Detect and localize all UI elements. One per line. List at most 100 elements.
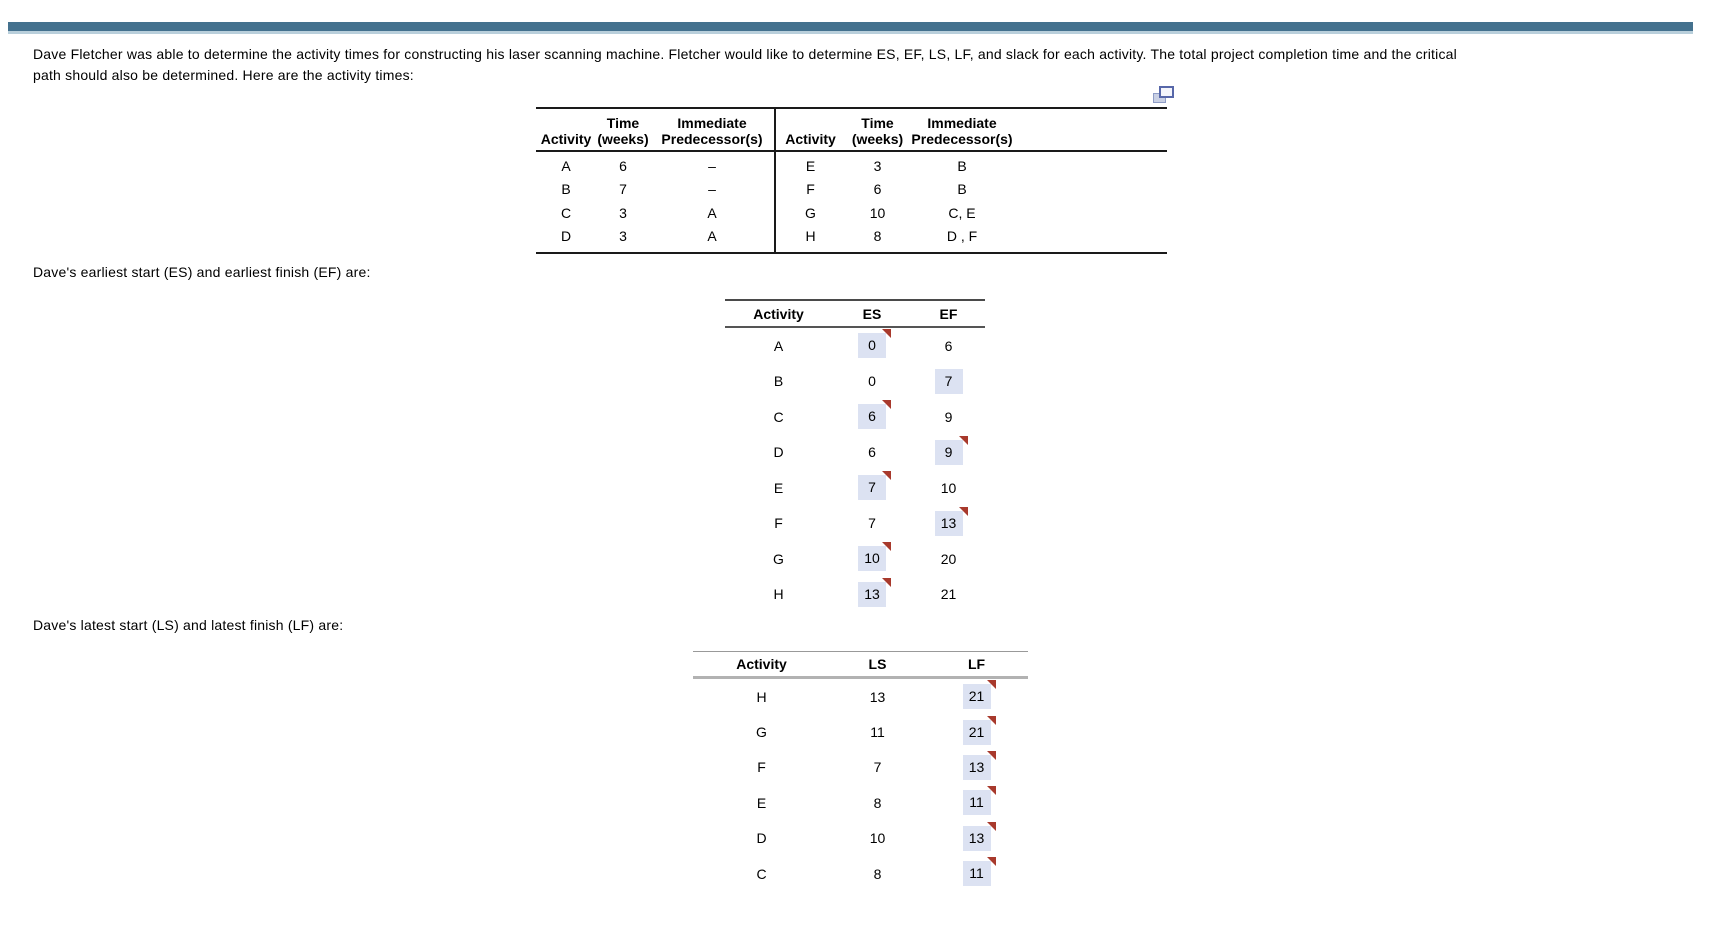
activity-cell: E: [756, 794, 767, 811]
activity-cell: B: [773, 373, 784, 390]
answer-box[interactable]: 6: [858, 400, 891, 430]
activity-cell: D: [756, 830, 767, 847]
answer-box[interactable]: 7: [934, 368, 963, 394]
answer-box[interactable]: 13: [858, 577, 891, 607]
flag-icon: [986, 715, 996, 725]
activity-cell: A: [561, 157, 571, 174]
header-pred-right: Immediate Predecessor(s): [910, 108, 1014, 151]
es-cell: 7: [868, 515, 876, 532]
ef-cell: 10: [940, 479, 957, 496]
es-cell: 7: [832, 470, 912, 506]
answer-box[interactable]: 21: [962, 680, 996, 710]
answer-value: 0: [868, 337, 876, 354]
answer-value: 21: [968, 688, 985, 705]
answer-box[interactable]: 9: [934, 435, 968, 465]
ls-lf-row: C 8 11: [693, 856, 1028, 891]
header-pred-line1: Immediate: [927, 115, 997, 131]
activity-cell: H: [774, 224, 845, 253]
top-accent-bar: [8, 22, 1693, 34]
es-ef-row: A 0 6: [725, 327, 985, 364]
activity-cell: G: [773, 550, 784, 567]
ef-cell: 21: [940, 586, 957, 603]
es-ef-row: E 7 10: [725, 470, 985, 506]
answer-box[interactable]: 13: [962, 821, 996, 851]
header-pred-line2: Predecessor(s): [661, 131, 763, 147]
answer-box[interactable]: 0: [858, 329, 891, 359]
header-pred-line1: Immediate: [677, 115, 747, 131]
lf-cell: 13: [925, 750, 1028, 785]
ls-cell: 7: [873, 759, 882, 776]
activity-cell: F: [757, 759, 766, 776]
answer-box[interactable]: 11: [962, 786, 996, 816]
activity-cell: C: [756, 865, 767, 882]
filler-cell: [1014, 201, 1167, 225]
header-time-line1: Time: [606, 115, 640, 131]
activity-cell: G: [774, 201, 845, 225]
ls-lf-row: E 8 11: [693, 785, 1028, 820]
header-ls: LS: [868, 656, 887, 672]
header-pred-line2: Predecessor(s): [911, 131, 1013, 147]
lf-cell: 11: [925, 856, 1028, 891]
answer-value: 7: [868, 479, 876, 496]
header-time-right: Time (weeks): [845, 108, 910, 151]
es-cell: 0: [868, 373, 876, 390]
activity-cell: H: [773, 586, 784, 603]
activity-cell: B: [561, 181, 571, 198]
answer-value: 10: [864, 550, 880, 567]
activity-table-header-row: Activity Time (weeks) Immediate Predeces…: [536, 108, 1167, 151]
problem-line-2: path should also be determined. Here are…: [33, 67, 414, 83]
filler-cell: [1014, 178, 1167, 202]
flag-icon: [882, 471, 891, 481]
pred-cell: A: [707, 204, 717, 221]
pred-cell: D , F: [946, 228, 978, 245]
pred-cell: B: [957, 157, 967, 174]
activity-cell: F: [774, 515, 783, 532]
flag-icon: [958, 506, 968, 516]
answer-box[interactable]: 7: [858, 471, 891, 501]
popout-icon[interactable]: [1153, 86, 1174, 103]
es-cell: 10: [832, 541, 912, 577]
time-cell: 7: [619, 181, 627, 198]
pred-cell: –: [708, 157, 716, 174]
ls-lf-header-row: Activity LS LF: [693, 652, 1028, 678]
answer-box[interactable]: 13: [962, 750, 996, 780]
header-ef: EF: [939, 305, 958, 322]
answer-box[interactable]: 10: [858, 542, 891, 572]
ls-cell: 10: [869, 830, 886, 847]
es-ef-table: Activity ES EF A 0 6 B 0 7: [725, 299, 985, 612]
activity-cell: D: [560, 228, 572, 245]
answer-box[interactable]: 11: [962, 857, 996, 887]
flag-icon: [958, 435, 968, 445]
answer-value: 13: [968, 829, 985, 846]
filler-cell: [1014, 225, 1167, 254]
answer-box[interactable]: 13: [934, 506, 968, 536]
header-activity: Activity: [753, 305, 804, 322]
header-time-line1: Time: [861, 115, 894, 131]
answer-box[interactable]: 21: [962, 715, 996, 745]
time-cell: 3: [873, 157, 882, 174]
pred-cell: –: [708, 181, 716, 198]
flag-icon: [882, 400, 891, 410]
header-time-line2: (weeks): [851, 131, 904, 147]
es-ef-row: B 0 7: [725, 364, 985, 400]
es-ef-row: F 7 13: [725, 506, 985, 542]
es-ef-row: D 6 9: [725, 435, 985, 471]
es-ef-row: H 13 21: [725, 577, 985, 613]
filler-cell: [1014, 151, 1167, 178]
es-ef-intro: Dave's earliest start (ES) and earliest …: [33, 264, 371, 280]
es-ef-row: C 6 9: [725, 399, 985, 435]
popout-front-window: [1159, 86, 1174, 98]
ls-lf-table: Activity LS LF H 13 21 G 11: [693, 651, 1028, 891]
es-cell: 0: [832, 327, 912, 364]
answer-value: 11: [969, 865, 984, 882]
header-time-left: Time (weeks): [596, 108, 650, 151]
activity-row: A 6 – E 3 B: [536, 151, 1167, 178]
ls-cell: 11: [870, 724, 885, 741]
lf-cell: 21: [925, 714, 1028, 749]
ef-cell: 9: [912, 435, 985, 471]
ef-cell: 6: [944, 337, 953, 354]
answer-value: 13: [968, 758, 985, 775]
activity-cell: C: [773, 408, 784, 425]
ef-cell: 13: [912, 506, 985, 542]
es-cell: 13: [832, 577, 912, 613]
